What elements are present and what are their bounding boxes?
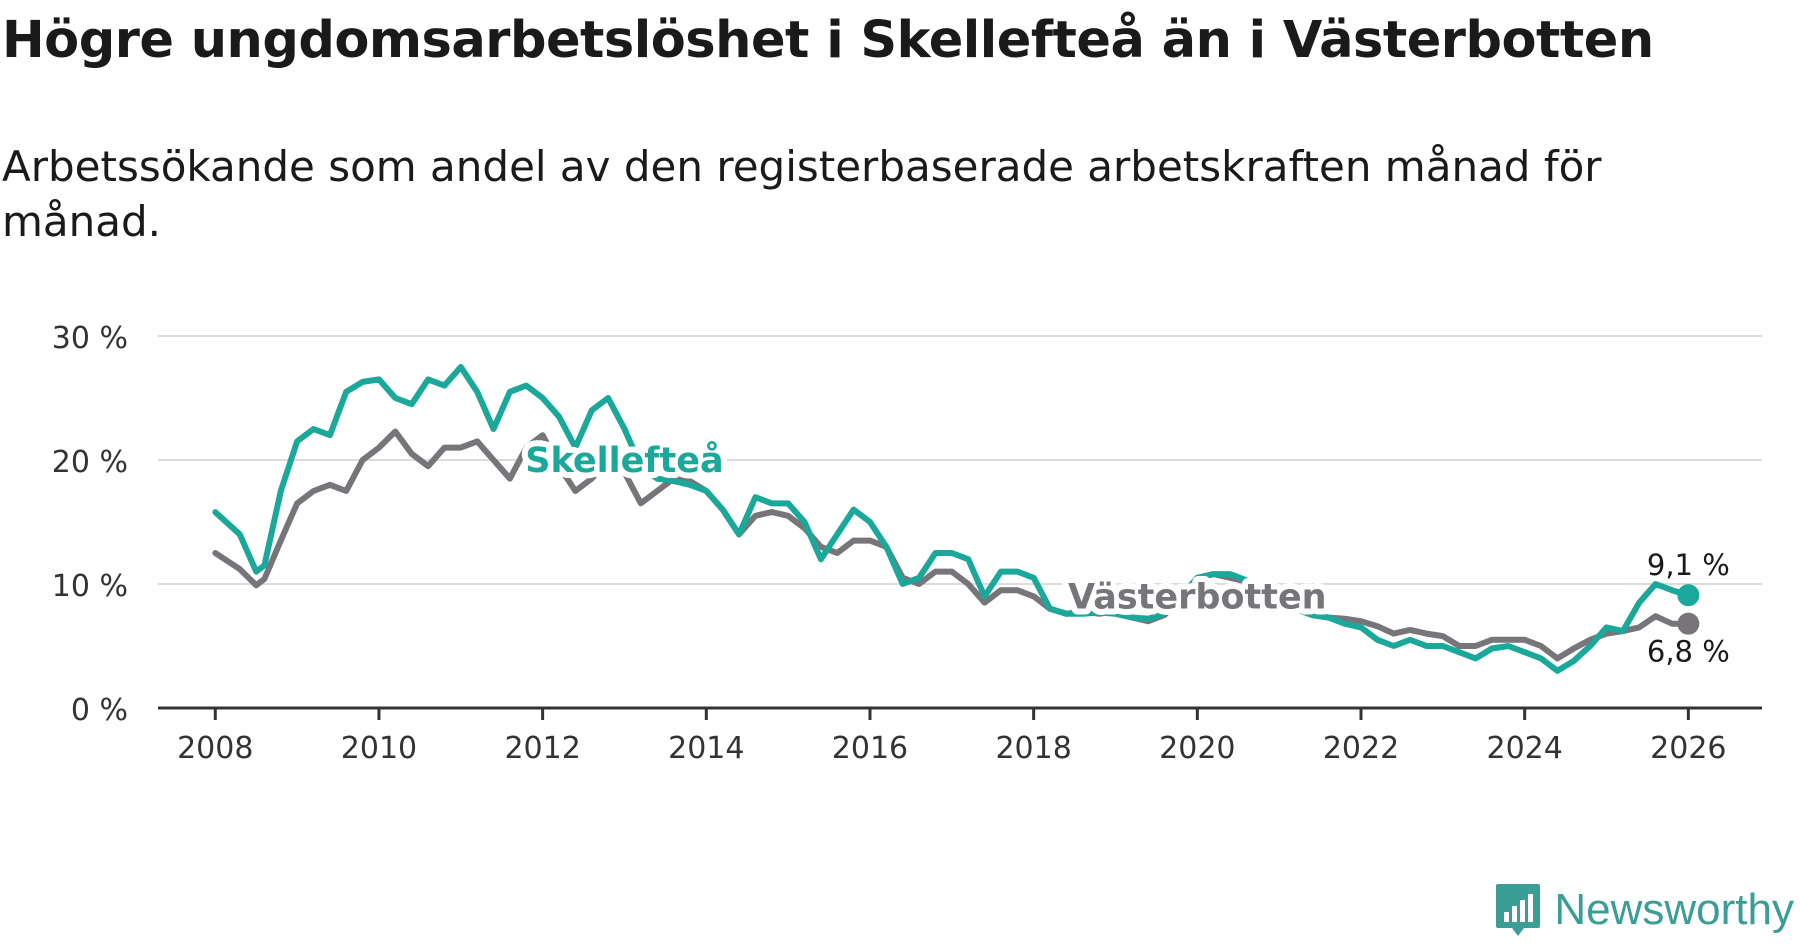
x-tick-label: 2016 — [832, 731, 908, 766]
end-point-vasterbotten — [1677, 612, 1700, 635]
end-label-vasterbotten: 6,8 % — [1647, 635, 1730, 669]
x-tick-label: 2020 — [1159, 731, 1235, 766]
x-tick-label: 2024 — [1486, 731, 1562, 766]
x-tick-label: 2022 — [1323, 731, 1399, 766]
end-label-skelleftea: 9,1 % — [1647, 548, 1730, 582]
series-label-skelleftea: Skellefteå — [525, 440, 723, 481]
series-line-vasterbotten — [212, 428, 1692, 662]
line-chart: 0 % 10 % 20 % 30 % 2008 2010 2012 2014 2016 2018 2… — [52, 321, 1762, 766]
x-tick-label: 2012 — [504, 731, 580, 766]
chart-subtitle: Arbetssökande som andel av den registerb… — [2, 142, 1602, 246]
x-tick-label: 2014 — [668, 731, 744, 766]
x-tick-label: 2018 — [995, 731, 1071, 766]
x-tick-label: 2008 — [177, 731, 253, 766]
y-tick-label: 30 % — [52, 321, 128, 356]
end-point-skelleftea — [1677, 584, 1700, 607]
y-tick-label: 10 % — [52, 569, 128, 604]
y-tick-label: 0 % — [71, 693, 128, 728]
newsworthy-logo: Newsworthy — [1494, 882, 1794, 938]
x-tick-label: 2026 — [1650, 731, 1726, 766]
y-tick-label: 20 % — [52, 445, 128, 480]
series-line-skelleftea — [212, 364, 1692, 674]
series-label-vasterbotten: Västerbotten — [1068, 577, 1327, 617]
logo-text: Newsworthy — [1554, 885, 1794, 934]
newsworthy-logo-icon — [1496, 884, 1541, 936]
chart-title: Högre ungdomsarbetslöshet i Skellefteå ä… — [2, 11, 1654, 70]
x-tick-label: 2010 — [341, 731, 417, 766]
